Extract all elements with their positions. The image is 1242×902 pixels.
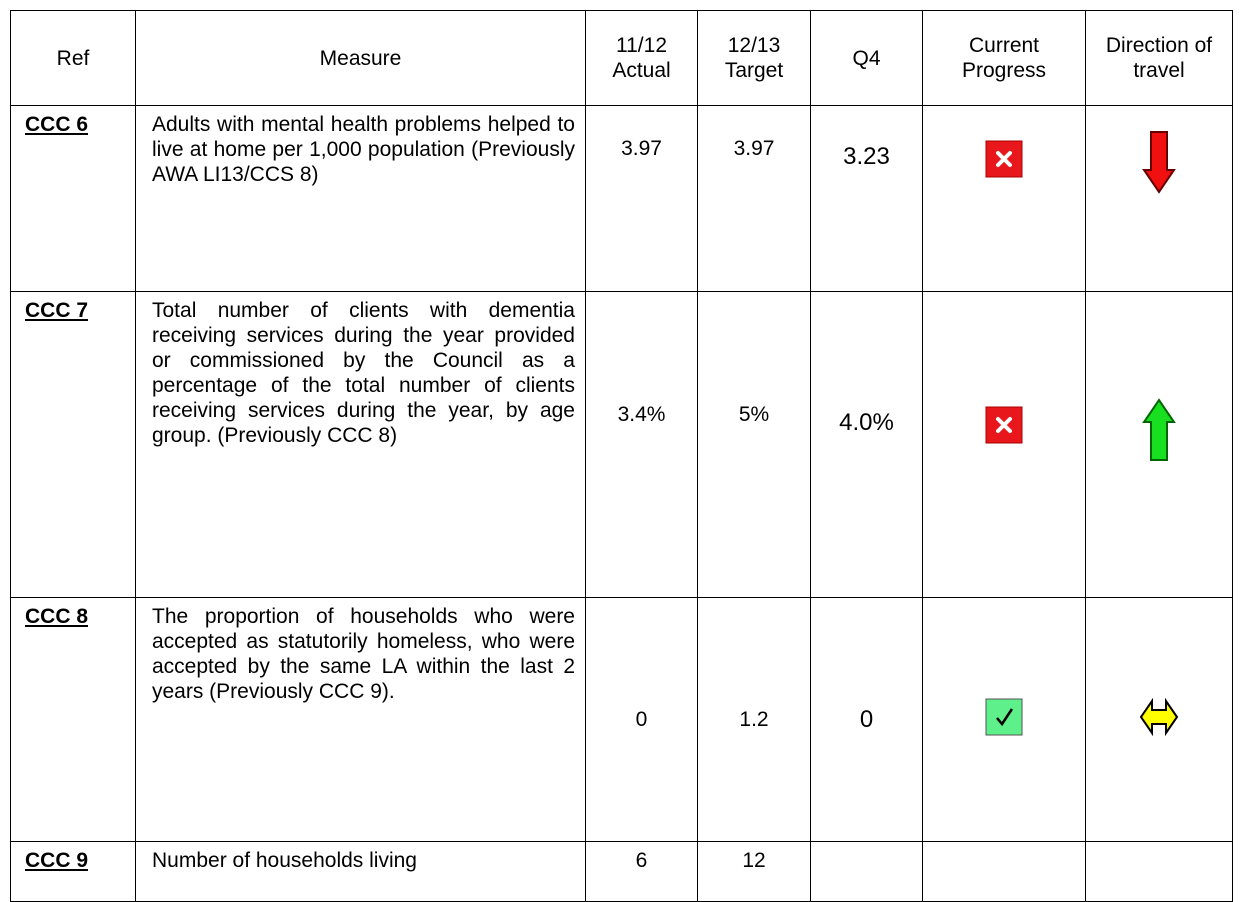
measure: Total number of clients with dementia re…: [135, 291, 586, 598]
direction-cell: [1085, 105, 1233, 292]
direction-cell: [1085, 597, 1233, 842]
header-cell: Measure: [135, 10, 586, 106]
ref-link[interactable]: CCC 7: [10, 291, 136, 598]
direction-cell: [1085, 291, 1233, 598]
q4: 4.0%: [810, 291, 923, 598]
header-cell: Current Progress: [922, 10, 1086, 106]
row: CCC 7 Total number of clients with demen…: [10, 291, 1233, 598]
row: CCC 8 The proportion of households who w…: [10, 597, 1233, 842]
ref-link[interactable]: CCC 8: [10, 597, 136, 842]
actual: 0: [585, 597, 698, 842]
progress-cell: [922, 105, 1086, 292]
up-arrow: [1142, 398, 1176, 461]
ref-link[interactable]: CCC 6: [10, 105, 136, 292]
measure: The proportion of households who were ac…: [135, 597, 586, 842]
performance-table: Ref Measure 11/12 Actual 12/13 Target Q4…: [10, 10, 1233, 902]
header-cell: Q4: [810, 10, 923, 106]
row: CCC 9 Number of households living 6 12: [10, 841, 1233, 902]
measure: Number of households living: [135, 841, 586, 902]
check-icon: [985, 698, 1023, 735]
ref-link[interactable]: CCC 9: [10, 841, 136, 902]
direction-cell: [1085, 841, 1233, 902]
q4: 3.23: [810, 105, 923, 292]
actual: 6: [585, 841, 698, 902]
target: 1.2: [697, 597, 811, 842]
down-arrow: [1142, 131, 1176, 194]
actual: 3.4%: [585, 291, 698, 598]
header-cell: 11/12 Actual: [585, 10, 698, 106]
q4: [810, 841, 923, 902]
cross-icon: [985, 140, 1023, 178]
q4: 0: [810, 597, 923, 842]
target: 5%: [697, 291, 811, 598]
header-cell: Ref: [10, 10, 136, 106]
cross-icon: [985, 406, 1023, 444]
header-cell: Direction of travel: [1085, 10, 1233, 106]
progress-cell: [922, 597, 1086, 842]
header-row: Ref Measure 11/12 Actual 12/13 Target Q4…: [10, 10, 1233, 106]
actual: 3.97: [585, 105, 698, 292]
target: 12: [697, 841, 811, 902]
progress-cell: [922, 291, 1086, 598]
target: 3.97: [697, 105, 811, 292]
measure: Adults with mental health problems helpe…: [135, 105, 586, 292]
progress-cell: [922, 841, 1086, 902]
header-cell: 12/13 Target: [697, 10, 811, 106]
level-arrow: [1139, 697, 1179, 736]
row: CCC 6 Adults with mental health problems…: [10, 105, 1233, 292]
